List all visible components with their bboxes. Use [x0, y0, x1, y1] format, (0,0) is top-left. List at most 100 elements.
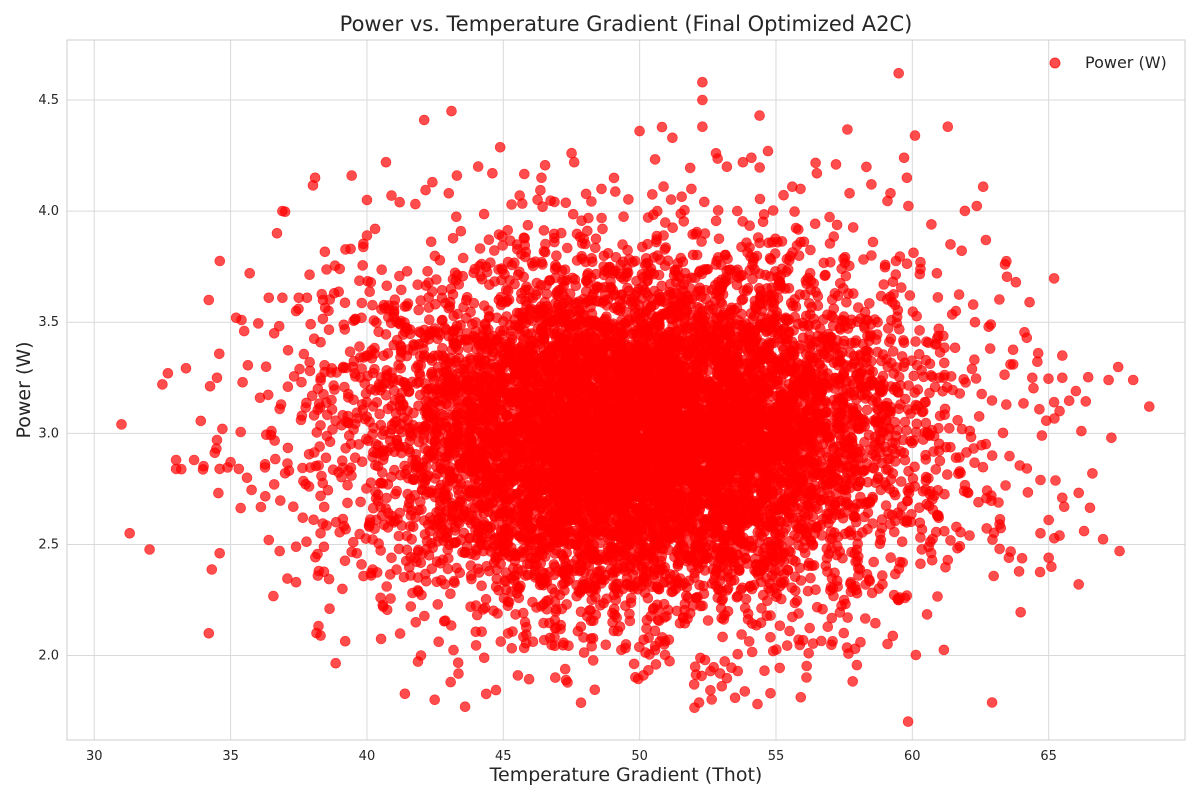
scatter-point — [789, 206, 800, 217]
scatter-point — [545, 195, 556, 206]
scatter-point — [448, 644, 459, 656]
scatter-point — [198, 460, 209, 472]
scatter-point — [376, 264, 388, 276]
scatter-point — [144, 544, 155, 555]
scatter-point — [986, 697, 998, 708]
scatter-point — [952, 414, 964, 426]
scatter-point — [1084, 502, 1096, 514]
scatter-point — [549, 263, 561, 275]
scatter-point — [414, 496, 426, 508]
scatter-point — [204, 380, 216, 392]
scatter-point — [447, 233, 459, 244]
scatter-point — [504, 275, 515, 286]
scatter-point — [618, 211, 629, 222]
scatter-point — [1082, 371, 1094, 383]
scatter-point — [915, 532, 926, 543]
scatter-point — [830, 488, 842, 500]
scatter-point — [938, 644, 950, 656]
scatter-point — [953, 289, 965, 300]
scatter-point — [1063, 395, 1075, 407]
scatter-point — [1073, 487, 1084, 499]
scatter-point — [304, 269, 315, 281]
scatter-point — [868, 556, 880, 568]
scatter-point — [590, 233, 602, 245]
scatter-point — [282, 442, 294, 454]
scatter-point — [549, 236, 560, 248]
scatter-point — [523, 673, 535, 685]
scatter-point — [297, 512, 309, 524]
scatter-point — [470, 640, 482, 651]
scatter-point — [710, 215, 722, 227]
scatter-point — [375, 545, 387, 556]
scatter-point — [932, 292, 944, 303]
scatter-point — [305, 318, 317, 330]
plot-area-frame — [66, 39, 1186, 741]
scatter-point — [896, 536, 908, 548]
scatter-point — [311, 427, 323, 438]
scatter-point — [412, 656, 424, 667]
scatter-point — [810, 157, 821, 169]
scatter-point — [706, 694, 718, 705]
scatter-point — [754, 193, 766, 205]
scatter-point — [356, 297, 368, 309]
scatter-point — [301, 397, 312, 409]
scatter-point — [378, 299, 390, 311]
scatter-point — [1032, 356, 1043, 368]
scatter-point — [399, 688, 411, 700]
scatter-point — [517, 607, 529, 619]
scatter-point — [609, 186, 621, 197]
scatter-point — [319, 246, 331, 258]
scatter-point — [1087, 468, 1098, 479]
scatter-point — [356, 456, 368, 468]
scatter-point — [527, 636, 539, 648]
scatter-point — [851, 659, 863, 671]
scatter-point — [346, 170, 358, 181]
scatter-point — [943, 422, 955, 434]
scatter-point — [368, 422, 379, 434]
scatter-point — [794, 639, 806, 651]
scatter-point — [1000, 399, 1012, 410]
scatter-point — [815, 635, 827, 647]
scatter-point — [596, 212, 607, 224]
scatter-point — [915, 558, 926, 570]
scatter-point — [566, 147, 577, 159]
scatter-point — [794, 562, 806, 574]
scatter-point — [965, 431, 977, 443]
scatter-point — [858, 254, 869, 265]
scatter-point — [731, 205, 743, 217]
scatter-point — [882, 323, 894, 334]
scatter-point — [752, 698, 763, 710]
scatter-point — [296, 410, 308, 422]
data-points — [116, 68, 1155, 727]
scatter-point — [608, 172, 620, 184]
scatter-point — [941, 469, 953, 480]
scatter-point — [939, 525, 950, 537]
scatter-point — [342, 392, 354, 403]
scatter-point — [976, 388, 988, 400]
scatter-point — [502, 628, 514, 639]
scatter-point — [268, 590, 279, 602]
scatter-point — [436, 284, 448, 296]
scatter-point — [887, 630, 899, 642]
scatter-point — [956, 245, 968, 257]
scatter-point — [445, 588, 456, 600]
scatter-point — [801, 672, 812, 683]
scatter-point — [754, 162, 766, 173]
scatter-point — [623, 194, 634, 205]
scatter-point — [515, 329, 527, 341]
scatter-point — [395, 284, 407, 296]
scatter-point — [967, 299, 979, 310]
scatter-point — [805, 572, 816, 584]
scatter-point — [754, 237, 765, 249]
scatter-point — [831, 219, 843, 231]
scatter-point — [1028, 382, 1039, 394]
scatter-point — [932, 591, 943, 602]
scatter-point — [438, 615, 450, 627]
scatter-point — [1013, 566, 1025, 577]
scatter-point — [746, 646, 758, 658]
scatter-point — [597, 223, 608, 235]
scatter-point — [1000, 480, 1011, 491]
scatter-point — [763, 237, 774, 249]
scatter-point — [904, 290, 916, 301]
scatter-point — [422, 265, 433, 277]
